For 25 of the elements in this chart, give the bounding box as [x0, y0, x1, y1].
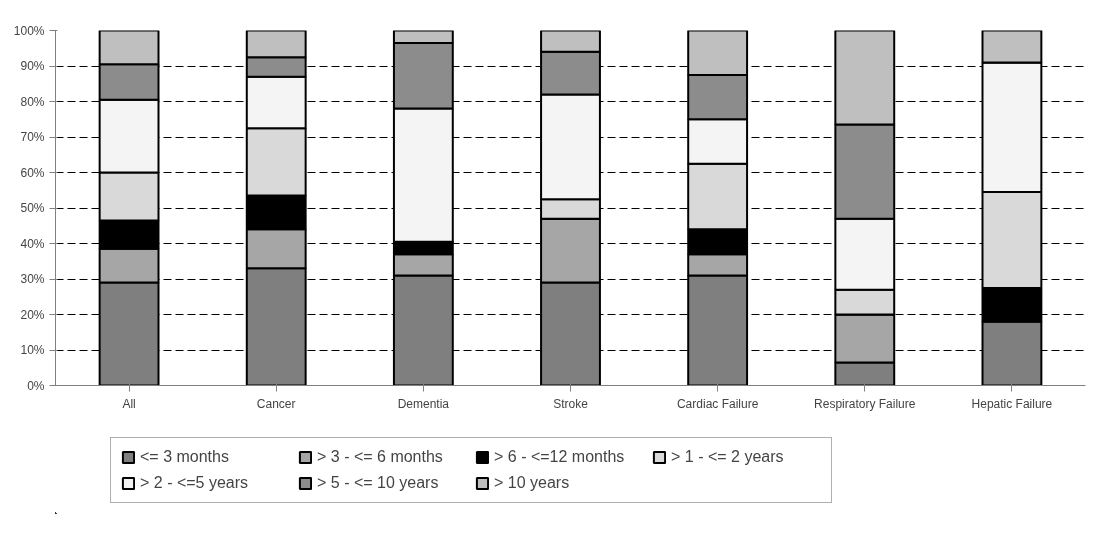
legend-label: > 5 - <= 10 years — [317, 474, 440, 492]
legend-label: > 3 - <= 6 months — [317, 448, 444, 466]
x-tick-label: Cardiac Failure — [676, 396, 759, 411]
x-tick-label: Hepatic Failure — [971, 396, 1053, 411]
legend-label: > 1 - <= 2 years — [671, 448, 785, 466]
x-tick-label: Cancer — [256, 396, 296, 411]
x-tick-label: Stroke — [553, 396, 589, 411]
y-tick-label: 90% — [20, 59, 45, 73]
y-tick-label: 0% — [27, 378, 45, 393]
legend-label: <= 3 months — [140, 448, 230, 466]
legend-label: > 2 - <=5 years — [140, 474, 250, 492]
y-tick-label: 80% — [20, 94, 45, 109]
y-tick-label: 20% — [20, 307, 45, 322]
y-tick-label: 50% — [20, 201, 45, 215]
y-tick-label: 30% — [20, 272, 45, 286]
y-tick-label: 100% — [13, 23, 45, 38]
legend-label: > 6 - <=12 months — [494, 448, 626, 466]
y-tick-label: 60% — [20, 165, 45, 180]
x-tick-label: Dementia — [397, 396, 450, 411]
x-tick-label: All — [122, 396, 136, 411]
legend-label: > 10 years — [494, 474, 571, 492]
y-tick-label: 10% — [20, 343, 45, 357]
x-tick-label: Respiratory Failure — [814, 396, 916, 411]
y-tick-label: 40% — [20, 236, 45, 251]
y-tick-label: 70% — [20, 130, 45, 144]
